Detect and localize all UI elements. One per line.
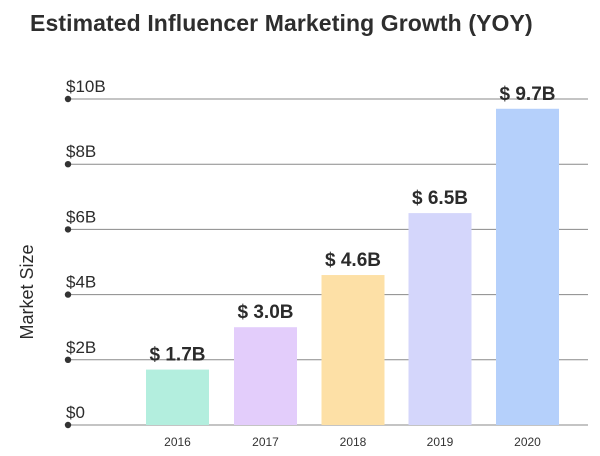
y-tick-label: $4B xyxy=(66,273,96,292)
y-tick-label: $8B xyxy=(66,142,96,161)
y-tick-label: $6B xyxy=(66,207,96,226)
gridline-dot xyxy=(64,95,72,103)
data-label: $ 3.0B xyxy=(238,302,294,323)
data-label: $ 4.6B xyxy=(325,250,381,271)
x-tick-label: 2019 xyxy=(427,435,454,449)
gridline-dot xyxy=(64,356,72,363)
x-tick-label: 2018 xyxy=(340,435,367,449)
bars xyxy=(146,108,559,425)
bar-2020 xyxy=(496,108,559,425)
data-label: $ 6.5B xyxy=(412,188,468,209)
y-tick-label: $10B xyxy=(66,77,106,96)
y-tick-label: $2B xyxy=(66,338,96,357)
bar-2017 xyxy=(234,327,297,425)
data-label: $ 9.7B xyxy=(500,84,556,105)
data-label: $ 1.7B xyxy=(150,345,206,366)
labels: $0 $2B $4B $6B $8B $10B $ 1.7B 2016 $ 3.0B 2017 $ … xyxy=(66,77,555,449)
gridline-dot xyxy=(64,226,72,233)
chart-title: Estimated Influencer Marketing Growth (Y… xyxy=(30,10,533,36)
gridline-dot xyxy=(64,291,72,298)
x-tick-label: 2017 xyxy=(252,435,279,449)
x-tick-label: 2020 xyxy=(514,435,541,449)
y-axis-title: Market Size xyxy=(17,244,37,339)
bar-2016 xyxy=(146,369,209,425)
y-tick-label: $0 xyxy=(66,403,85,422)
x-tick-label: 2016 xyxy=(164,435,191,449)
bar-2019 xyxy=(408,213,472,425)
gridline-dot xyxy=(64,421,72,429)
bar-2018 xyxy=(321,275,385,425)
gridline-dot xyxy=(64,161,72,168)
